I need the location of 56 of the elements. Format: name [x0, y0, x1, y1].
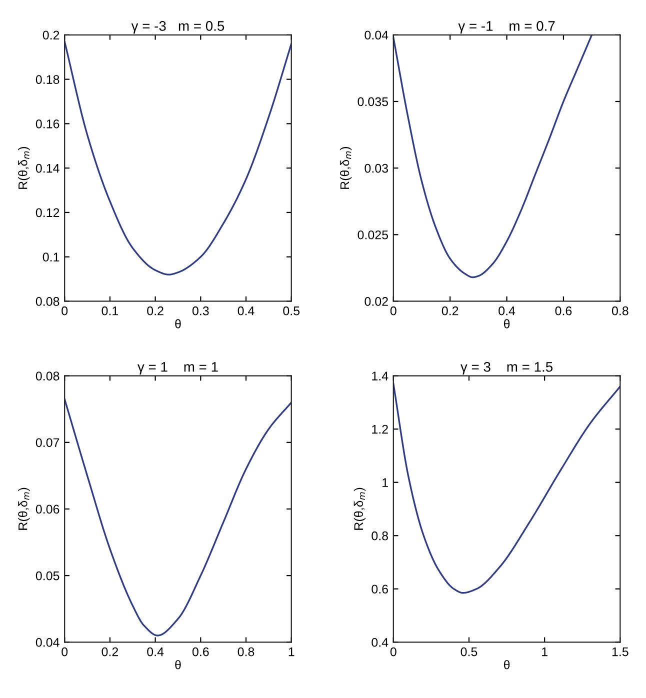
y-tick-label: 0.14	[36, 164, 60, 173]
y-axis-title: R(θ,δ$_{m}$)	[18, 488, 30, 530]
x-tick-label: 0.4	[238, 306, 254, 316]
y-tick-label: 0.06	[36, 504, 60, 514]
x-tick-label: 0.1	[102, 306, 118, 316]
x-tick-label: 0.4	[147, 647, 164, 656]
x-tick-label: 0	[62, 306, 68, 316]
x-tick-label: 0.6	[555, 306, 572, 316]
y-tick-label: 0.035	[358, 97, 388, 106]
chart-title: γ = -3 m = 0.5	[131, 21, 224, 34]
y-tick-label: 1	[382, 478, 388, 487]
y-tick-label: 0.07	[36, 438, 60, 448]
y-tick-label: 0.025	[358, 230, 388, 240]
y-tick-label: 0.8	[372, 531, 388, 540]
x-tick-label: 0.5	[460, 647, 478, 656]
x-axis-title: θ	[504, 660, 510, 670]
y-tick-label: 0.2	[42, 30, 60, 40]
y-tick-label: 0.6	[372, 584, 388, 594]
x-tick-label: 1.5	[612, 647, 628, 656]
y-tick-label: 0.02	[364, 297, 388, 306]
y-tick-label: 0.12	[36, 208, 60, 218]
y-axis-title: R(θ,δ$_{m}$)	[18, 147, 30, 189]
x-tick-label: 0.8	[238, 647, 254, 656]
x-tick-label: 0.6	[192, 647, 209, 656]
x-tick-label: 0	[390, 647, 396, 656]
x-tick-label: 0.2	[442, 306, 458, 316]
y-tick-label: 0.1	[42, 252, 60, 262]
x-tick-label: 0	[62, 647, 68, 656]
y-axis-title: R(θ,δ$_{m}$)	[340, 147, 352, 189]
x-tick-label: 0.5	[283, 306, 300, 316]
chart-title: γ = 1 m = 1	[138, 362, 218, 375]
y-tick-label: 0.16	[36, 119, 60, 128]
y-axis-title: R(θ,δ$_{m}$)	[354, 488, 366, 530]
x-tick-label: 0.3	[192, 306, 209, 316]
chart-title: γ = 3 m = 1.5	[460, 362, 553, 375]
x-tick-label: 0.2	[147, 306, 164, 316]
chart-title: γ = -1 m = 0.7	[458, 21, 555, 34]
x-axis-title: θ	[175, 319, 181, 328]
y-tick-label: 0.04	[364, 30, 388, 40]
y-tick-label: 0.08	[36, 372, 60, 380]
y-tick-label: 0.05	[36, 571, 60, 580]
x-tick-label: 1	[542, 647, 548, 656]
y-tick-label: 1.4	[372, 372, 388, 380]
y-tick-label: 0.08	[36, 297, 60, 306]
y-tick-label: 0.04	[36, 638, 60, 647]
x-tick-label: 0.8	[612, 306, 628, 316]
y-tick-label: 1.2	[372, 424, 388, 434]
x-axis-title: θ	[175, 660, 181, 670]
x-axis-title: θ	[504, 319, 510, 328]
x-tick-label: 1	[288, 647, 294, 656]
x-tick-label: 0.2	[102, 647, 118, 656]
x-tick-label: 0.4	[498, 306, 516, 316]
y-tick-label: 0.18	[36, 75, 60, 84]
y-tick-label: 0.4	[372, 638, 388, 647]
y-tick-label: 0.03	[364, 164, 388, 173]
x-tick-label: 0	[390, 306, 396, 316]
